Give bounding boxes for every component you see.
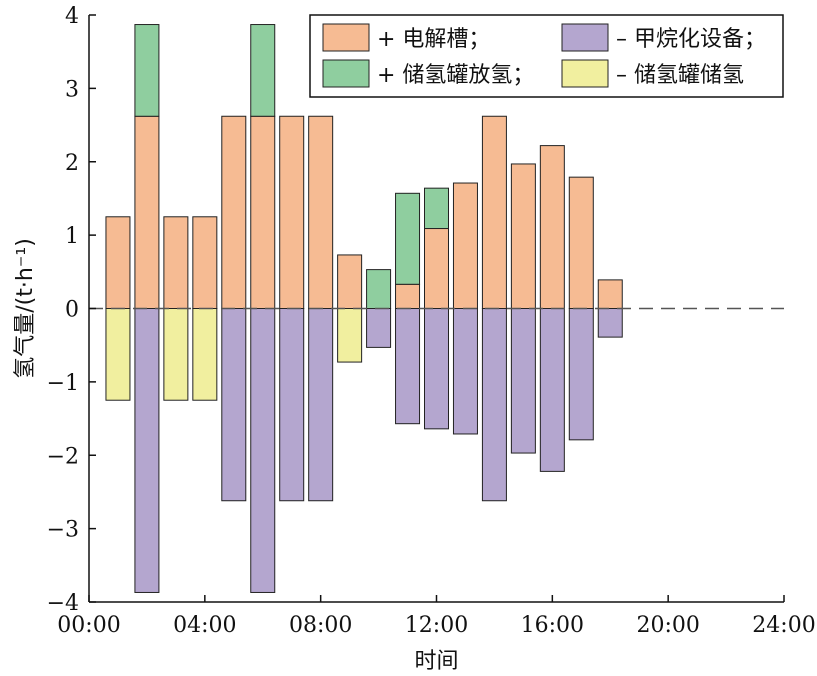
bar-s0-x2 (134, 115, 160, 309)
y-tick-label: −2 (47, 444, 79, 469)
y-tick-label: 3 (65, 77, 79, 102)
bar-s0-x14 (481, 115, 507, 309)
bar-s2-x18 (597, 308, 623, 338)
bar-s2-x2 (134, 308, 160, 593)
y-tick-label: 4 (65, 4, 79, 29)
bar-s3-x9 (337, 308, 363, 363)
legend-swatch-0 (322, 23, 370, 52)
legend-label-3: – 储氢罐储氢 (616, 63, 744, 88)
x-tick-label: 24:00 (752, 613, 815, 638)
ticks-group: 00:00 04:00 08:00 12:00 16:00 20:00 24:00 −4 −3 −… (47, 4, 816, 638)
y-tick-label: 0 (65, 298, 79, 323)
bar-s2-x6 (250, 308, 276, 593)
bar-s2-x8 (308, 308, 334, 502)
legend-label-2: – 甲烷化设备； (616, 27, 766, 52)
bar-s0-x16 (539, 145, 565, 309)
bar-s2-x17 (568, 308, 594, 441)
bar-s2-x5 (221, 308, 247, 502)
legend-label-0: + 电解槽； (377, 27, 490, 52)
legend-label-1: + 储氢罐放氢； (377, 63, 534, 88)
bar-s3-x3 (163, 308, 189, 401)
y-tick-label: −4 (47, 591, 79, 616)
legend-box (309, 14, 784, 98)
bar-s2-x13 (452, 308, 478, 435)
bar-s2-x11 (395, 308, 421, 425)
bars-group (105, 24, 623, 593)
y-tick-label: 1 (65, 224, 79, 249)
bar-s0-x15 (510, 163, 536, 309)
bar-s0-x18 (597, 279, 623, 310)
legend-swatch-3 (561, 59, 609, 88)
x-tick-label: 08:00 (289, 613, 352, 638)
bar-s1-x2 (134, 24, 160, 117)
x-tick-label: 00:00 (57, 613, 120, 638)
bar-s1-x11 (395, 192, 421, 285)
bar-s2-x15 (510, 308, 536, 454)
bar-s0-x17 (568, 176, 594, 309)
bar-s1-x10 (366, 269, 392, 309)
legend-swatch-2 (561, 23, 609, 52)
y-tick-label: −3 (47, 518, 79, 543)
bar-s3-x4 (192, 308, 218, 401)
bar-s2-x14 (481, 308, 507, 502)
bar-s0-x3 (163, 216, 189, 309)
x-axis-title: 时间 (414, 649, 458, 674)
bar-s0-x12 (424, 228, 449, 310)
bar-s0-x1 (105, 216, 131, 309)
bar-s3-x1 (105, 308, 131, 401)
y-axis-title: 氢气量/(t·h⁻¹) (13, 238, 38, 379)
bar-s2-x10 (366, 308, 392, 348)
bar-s2-x7 (279, 308, 305, 502)
y-tick-label: −1 (47, 371, 79, 396)
bar-s2-x12 (424, 308, 449, 430)
bar-s2-x16 (539, 308, 565, 472)
bar-s0-x6 (250, 115, 276, 309)
bar-s1-x6 (250, 24, 276, 117)
bar-s1-x12 (424, 187, 449, 230)
bar-s0-x13 (452, 182, 478, 309)
bar-s0-x5 (221, 115, 247, 309)
legend: + 电解槽； – 甲烷化设备； + 储氢罐放氢； – 储氢罐储氢 (309, 14, 784, 98)
y-tick-label: 2 (65, 151, 79, 176)
x-tick-label: 16:00 (521, 613, 584, 638)
legend-swatch-1 (322, 59, 370, 88)
bar-s0-x9 (337, 254, 363, 309)
bar-s0-x11 (395, 283, 421, 310)
bar-s0-x4 (192, 216, 218, 309)
bar-s0-x8 (308, 115, 334, 309)
x-tick-label: 20:00 (636, 613, 699, 638)
bar-s0-x7 (279, 115, 305, 309)
x-tick-label: 04:00 (173, 613, 236, 638)
x-tick-label: 12:00 (405, 613, 468, 638)
